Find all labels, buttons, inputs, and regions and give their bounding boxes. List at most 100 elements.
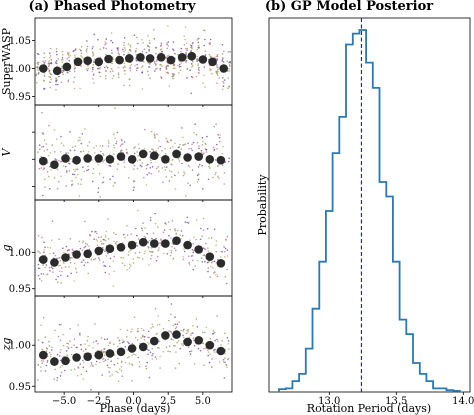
data-point [143,338,146,341]
data-point [186,67,189,70]
data-point [179,347,181,350]
data-point [77,366,79,368]
data-point [197,178,200,181]
data-point [198,47,200,49]
data-point [43,75,46,77]
data-point [84,220,86,223]
data-point [120,143,123,146]
binned-point [50,357,59,366]
data-point [72,173,74,175]
data-point [187,142,189,145]
data-point [184,143,187,145]
data-point [43,150,46,152]
data-point [170,332,173,334]
data-point [85,370,88,373]
data-point [190,332,192,335]
binned-point [105,244,115,253]
data-point [67,72,69,74]
data-point [215,70,217,73]
data-point [113,255,115,258]
data-point [195,75,198,78]
data-point [75,267,77,270]
data-point [70,346,73,349]
data-point [40,366,42,368]
data-point [187,328,190,331]
data-point [68,170,71,172]
data-point [164,147,166,150]
data-point [142,329,145,332]
data-point [117,380,120,382]
data-point [188,264,191,266]
data-point [134,146,136,148]
data-point [149,216,152,219]
data-point [216,315,218,317]
data-point [104,75,107,77]
data-point [55,89,57,91]
data-point [154,222,157,225]
data-point [203,347,205,350]
data-point [154,356,157,358]
data-point [120,370,123,372]
data-point [107,252,109,255]
data-point [226,60,229,62]
data-point [180,50,182,53]
data-point [173,344,175,347]
data-point [129,50,132,52]
data-point [65,185,67,187]
data-point [47,68,50,70]
data-point [97,236,100,239]
data-point [56,53,58,56]
data-point [149,219,152,221]
data-point [87,168,90,171]
data-point [223,183,225,185]
data-point [59,366,62,368]
data-point [197,44,200,47]
data-point [127,356,129,359]
data-point [207,354,209,357]
data-point [107,238,110,240]
data-point [93,152,96,154]
data-point [46,361,49,364]
data-point [129,69,132,72]
data-point [98,71,100,73]
data-point [47,62,50,64]
data-point [55,78,57,80]
data-point [45,350,48,352]
data-point [80,55,82,57]
data-point [37,235,40,237]
data-point [62,58,64,61]
data-point [55,62,57,64]
data-point [95,238,98,241]
data-point [159,242,161,244]
data-point [118,76,120,79]
data-point [117,74,120,76]
data-point [65,350,68,352]
data-point [202,331,204,334]
data-point [115,233,117,236]
data-point [87,272,89,275]
data-point [193,339,195,342]
binned-point [72,250,81,259]
data-point [58,270,61,273]
data-point [215,250,217,253]
data-point [229,60,231,63]
data-point [173,63,175,65]
data-point [129,15,131,17]
data-point [189,350,191,353]
data-point [156,255,159,258]
data-point [163,252,165,255]
data-point [171,219,174,222]
data-point [123,141,126,143]
data-point [157,226,159,228]
data-point [205,326,208,329]
data-point [201,261,204,263]
data-point [86,64,89,67]
data-point [190,255,193,257]
data-point [59,351,62,354]
data-point [173,67,176,69]
data-point [177,340,180,342]
data-point [153,133,156,135]
data-point [171,246,173,248]
data-point [84,343,86,345]
data-point [80,183,82,185]
